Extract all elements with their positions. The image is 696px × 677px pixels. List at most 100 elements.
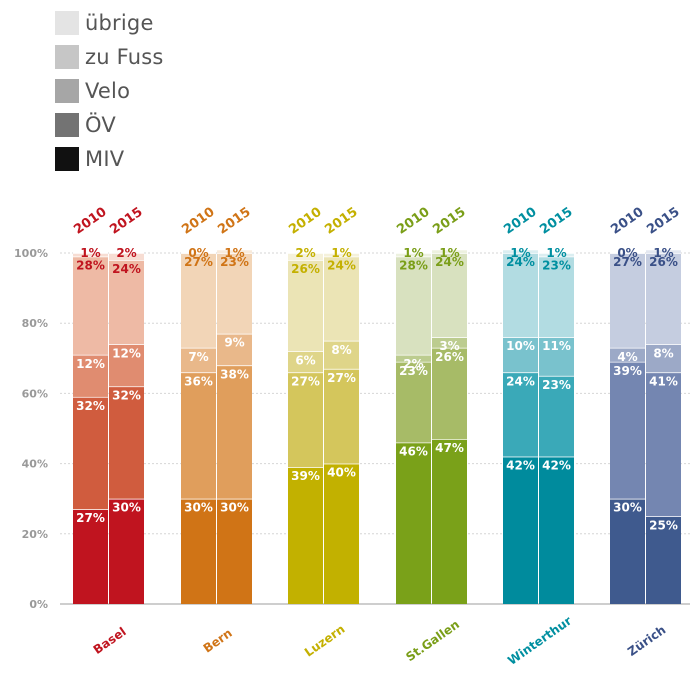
year-label: 2010 [286,205,324,238]
value-label: 32% [112,388,141,402]
year-label: 2010 [71,205,109,238]
bar-segment [73,256,108,355]
bar-segment [217,498,252,604]
bar-segment [432,347,467,440]
value-label: 27% [327,371,356,385]
legend-label-velo: Velo [85,79,131,103]
legend-swatch-oev [55,113,79,137]
value-label: 2% [116,246,136,260]
legend-label-zu-fuss: zu Fuss [85,45,164,69]
value-label: 30% [613,501,642,515]
value-label: 11% [542,339,571,353]
legend: übrige zu Fuss Velo ÖV MIV [55,6,164,176]
bar-segment [610,361,645,499]
value-label: 26% [291,262,320,276]
bar-segment [324,463,359,604]
value-label: 23% [220,255,249,269]
value-label: 28% [76,259,105,273]
value-label: 2% [295,246,315,260]
bar-segment [73,253,108,257]
value-label: 26% [435,350,464,364]
legend-swatch-uebrige [55,11,79,35]
legend-item-zu-fuss: zu Fuss [55,40,164,74]
value-label: 0% [188,246,208,260]
value-label: 12% [112,346,141,360]
legend-item-velo: Velo [55,74,164,108]
bar-segment [288,467,323,604]
value-label: 1% [224,246,244,260]
bar-segment [539,456,574,604]
city-label: Zürich [625,623,668,659]
value-label: 41% [649,374,678,388]
year-label: 2010 [608,205,646,238]
bar-segment [503,372,538,457]
legend-item-uebrige: übrige [55,6,164,40]
bar-segment [503,249,538,253]
value-label: 1% [403,246,423,260]
bar-segment [503,456,538,604]
value-label: 26% [649,255,678,269]
bar-segment [503,253,538,338]
value-label: 24% [506,374,535,388]
value-label: 10% [506,339,535,353]
value-label: 40% [327,466,356,480]
value-label: 36% [184,374,213,388]
value-label: 7% [188,350,208,364]
legend-label-miv: MIV [85,147,125,171]
bar-segment [288,260,323,352]
value-label: 4% [617,350,637,364]
year-label: 2010 [179,205,217,238]
bar-segment [181,498,216,604]
bar-segment [181,372,216,499]
value-label: 23% [399,364,428,378]
bar-segment [73,396,108,510]
bar-segment [324,253,359,257]
value-label: 28% [399,259,428,273]
city-label: Winterthur [505,614,574,668]
value-label: 46% [399,445,428,459]
value-label: 42% [506,459,535,473]
bar-segment [396,256,431,355]
bar-segment [217,249,252,253]
bar-segment [610,347,645,362]
bar-segment [181,253,216,348]
bar-segment [610,498,645,604]
bar-segment [217,365,252,499]
legend-item-oev: ÖV [55,108,164,142]
value-label: 12% [76,357,105,371]
bar-segment [288,351,323,373]
y-tick-label: 100% [14,247,48,260]
year-label: 2015 [644,205,682,238]
bar-segment [432,253,467,338]
value-label: 24% [112,262,141,276]
value-label: 8% [331,343,351,357]
value-label: 23% [542,259,571,273]
bar-segment [539,256,574,338]
bar-segment [217,333,252,366]
bar-segment [324,340,359,369]
legend-swatch-velo [55,79,79,103]
bar-segment [324,256,359,341]
bar-segment [396,354,431,362]
bar-segment [610,253,645,348]
value-label: 24% [506,255,535,269]
y-tick-label: 0% [29,598,48,611]
city-label: Basel [91,624,129,656]
value-label: 1% [653,246,673,260]
legend-label-oev: ÖV [85,113,116,137]
value-label: 1% [331,246,351,260]
year-label: 2010 [501,205,539,238]
value-label: 23% [542,378,571,392]
bar-segment [646,516,681,604]
bar-segment [324,368,359,464]
value-label: 32% [76,399,105,413]
value-label: 27% [613,255,642,269]
bar-segment [646,249,681,253]
bar-segment [109,260,144,345]
year-label: 2015 [215,205,253,238]
year-label: 2015 [322,205,360,238]
bar-segment [646,372,681,517]
y-tick-label: 40% [22,458,48,471]
value-label: 30% [184,501,213,515]
y-tick-label: 60% [22,387,48,400]
